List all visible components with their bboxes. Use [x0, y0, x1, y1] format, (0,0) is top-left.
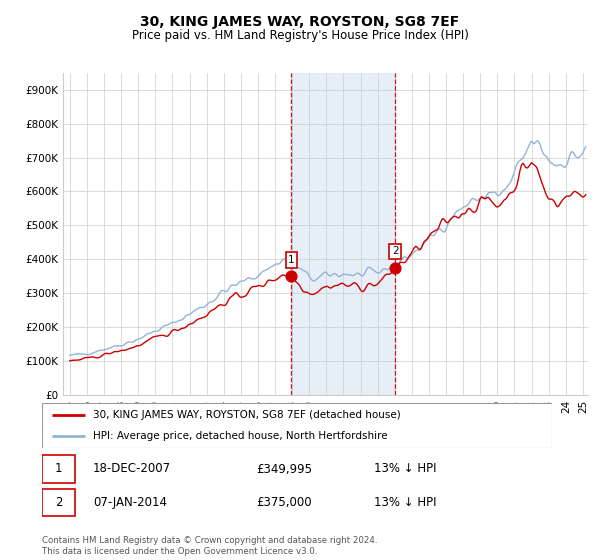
- Text: 2: 2: [392, 246, 398, 256]
- Text: £375,000: £375,000: [256, 496, 312, 509]
- Text: HPI: Average price, detached house, North Hertfordshire: HPI: Average price, detached house, Nort…: [93, 431, 388, 441]
- Text: 2: 2: [55, 496, 62, 509]
- Text: 30, KING JAMES WAY, ROYSTON, SG8 7EF: 30, KING JAMES WAY, ROYSTON, SG8 7EF: [140, 15, 460, 29]
- Text: 13% ↓ HPI: 13% ↓ HPI: [373, 496, 436, 509]
- Text: 1: 1: [288, 255, 295, 265]
- Point: [391, 263, 400, 272]
- Text: 1: 1: [55, 463, 62, 475]
- Text: 07-JAN-2014: 07-JAN-2014: [93, 496, 167, 509]
- Bar: [292, 73, 395, 395]
- Text: £349,995: £349,995: [256, 463, 312, 475]
- Bar: [42, 455, 75, 483]
- Point: [287, 272, 296, 281]
- Text: Contains HM Land Registry data © Crown copyright and database right 2024.
This d: Contains HM Land Registry data © Crown c…: [42, 536, 377, 556]
- Text: 30, KING JAMES WAY, ROYSTON, SG8 7EF (detached house): 30, KING JAMES WAY, ROYSTON, SG8 7EF (de…: [93, 410, 401, 421]
- Text: 18-DEC-2007: 18-DEC-2007: [93, 463, 171, 475]
- Text: 13% ↓ HPI: 13% ↓ HPI: [373, 463, 436, 475]
- Text: Price paid vs. HM Land Registry's House Price Index (HPI): Price paid vs. HM Land Registry's House …: [131, 29, 469, 42]
- Bar: [42, 489, 75, 516]
